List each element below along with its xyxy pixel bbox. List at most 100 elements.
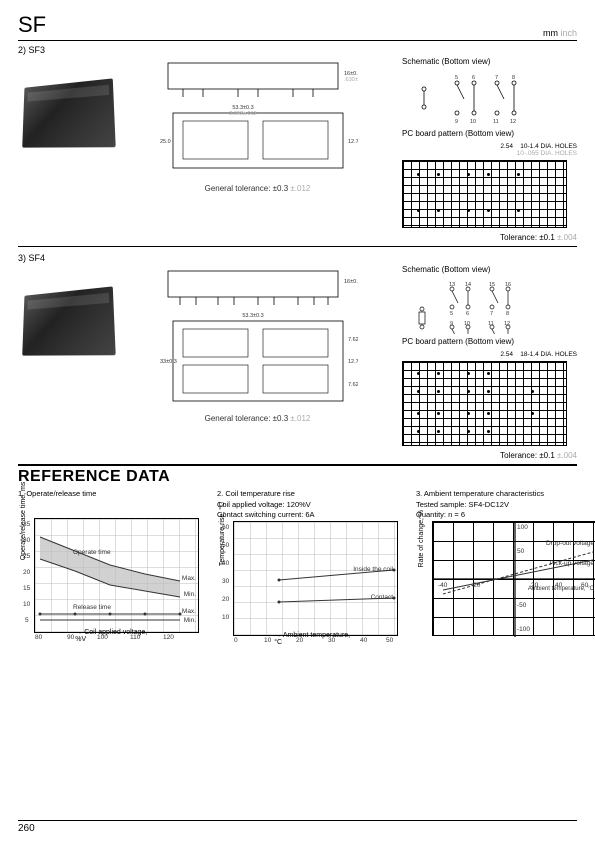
svg-text:7.62: 7.62 <box>348 382 358 388</box>
unit-inch: inch <box>560 28 577 38</box>
pcb-note-in: 10-.055 DIA. HOLES <box>517 150 577 157</box>
sf3-photo <box>22 78 115 147</box>
chart3-sub2: Quantity: n = 6 <box>416 510 595 519</box>
svg-text:11: 11 <box>488 321 494 327</box>
pcb-note-mm: 10-1.4 DIA. HOLES <box>520 143 577 150</box>
xtick: 80 <box>35 634 42 641</box>
svg-text:5: 5 <box>455 75 458 81</box>
xtick: 50 <box>386 637 393 644</box>
unit-label: mm inch <box>543 28 577 38</box>
sf3-schem-title: Schematic (Bottom view) <box>402 57 577 66</box>
chart1-col: 1. Operate/release time Operate time Rel… <box>18 489 199 636</box>
chart2-xlabel: → Ambient temperature, °C <box>274 632 357 646</box>
sf3-drawings: 16±0.3 .630±.012 5.08 12.7 5.08 12.7 53.… <box>123 57 392 193</box>
sf4-label: 3) SF4 <box>18 253 577 263</box>
annot: Min. <box>184 591 196 598</box>
chart3-xlabel-inline: Ambient temperature, °C <box>528 586 594 592</box>
pcb-dim: 2.54 <box>500 143 513 150</box>
sf4-schem-title: Schematic (Bottom view) <box>402 265 577 274</box>
tol-mm: Tolerance: ±0.1 <box>500 451 555 460</box>
ytick: 100 <box>517 524 528 531</box>
dim: 2.098±.012 <box>229 111 257 117</box>
annot: Min. <box>184 617 196 624</box>
svg-text:12: 12 <box>510 119 516 125</box>
chart2: Inside the coil Contact 60 50 40 30 20 1… <box>233 521 398 636</box>
chart1-title: 1. Operate/release time <box>18 489 199 498</box>
ytick: 20 <box>222 596 229 603</box>
sf3-pcb-title: PC board pattern (Bottom view) <box>402 129 577 138</box>
xtick: -40 <box>438 582 447 589</box>
xtick: -20 <box>471 582 480 589</box>
sf4-schematic: 13 14 15 16 5 6 7 8 9 10 11 12 17 18 19 … <box>402 279 562 334</box>
chart2-sub2: Contact switching current: 6A <box>217 510 398 519</box>
svg-text:5: 5 <box>450 311 453 317</box>
ytick: 20 <box>23 569 30 576</box>
sf3-pcb-grid <box>402 160 567 228</box>
sf3-right: Schematic (Bottom view) 5 6 7 8 9 10 11 … <box>402 57 577 242</box>
svg-text:9: 9 <box>455 119 458 125</box>
annot: Drop-out voltage <box>546 540 594 547</box>
chart2-title: 2. Coil temperature rise <box>217 489 398 498</box>
svg-text:7.62: 7.62 <box>348 337 358 343</box>
svg-text:8: 8 <box>506 311 509 317</box>
ytick: -100 <box>517 626 530 633</box>
sf4-pcb-grid <box>402 361 567 446</box>
chart3-col: 3. Ambient temperature characteristics T… <box>416 489 595 636</box>
ytick: -50 <box>517 602 526 609</box>
svg-text:7: 7 <box>490 311 493 317</box>
annot: Max. <box>182 575 196 582</box>
sf3-tol: Tolerance: ±0.1 ±.004 <box>402 233 577 242</box>
chart3: Drop-out voltage Pick-up voltage 100 50 … <box>432 521 595 636</box>
sf4-tol: Tolerance: ±0.1 ±.004 <box>402 451 577 460</box>
reference-heading: REFERENCE DATA <box>18 464 577 486</box>
svg-text:11: 11 <box>493 119 499 125</box>
page-header: SF mm inch <box>18 12 577 41</box>
sf3-bottom-view: 53.3±0.3 2.098±.012 25.0 12.7 <box>158 103 358 181</box>
sf3-schematic: 5 6 7 8 9 10 11 12 <box>402 71 562 126</box>
tol-mm: Tolerance: ±0.1 <box>500 233 555 242</box>
annot: Contact <box>371 594 393 601</box>
svg-text:8: 8 <box>512 75 515 81</box>
sf4-side-view: 16±0.3 <box>158 265 358 307</box>
sf3-row: 16±0.3 .630±.012 5.08 12.7 5.08 12.7 53.… <box>18 57 577 242</box>
annot: Max. <box>182 608 196 615</box>
xtick: 0 <box>234 637 238 644</box>
divider <box>18 246 577 247</box>
tol-in: ±.004 <box>557 451 577 460</box>
svg-text:12: 12 <box>504 321 510 327</box>
sf3-pcb-note: 2.54 10-1.4 DIA. HOLES 10-.055 DIA. HOLE… <box>402 143 577 157</box>
svg-text:14: 14 <box>465 282 471 288</box>
chart3-sub1: Tested sample: SF4-DC12V <box>416 500 595 509</box>
tol-in: ±.004 <box>557 233 577 242</box>
xtick: 40 <box>360 637 367 644</box>
ytick: 50 <box>517 548 524 555</box>
chart3-ylabel: Rate of change, % <box>418 509 425 567</box>
pcb-note-mm: 18-1.4 DIA. HOLES <box>520 351 577 358</box>
sf3-gen-tol: General tolerance: ±0.3 ±.012 <box>205 184 311 193</box>
sf4-right: Schematic (Bottom view) 13 14 15 16 5 6 … <box>402 265 577 460</box>
svg-text:15: 15 <box>489 282 495 288</box>
annot: Pick-up voltage <box>550 560 594 567</box>
svg-text:7: 7 <box>495 75 498 81</box>
svg-text:10: 10 <box>470 119 476 125</box>
svg-text:12.7: 12.7 <box>348 359 358 365</box>
xtick: 120 <box>163 634 174 641</box>
svg-text:13: 13 <box>449 282 455 288</box>
sf4-bottom-view: 53.3±0.3 33±0.3 7.62 12.7 7.62 <box>158 311 358 411</box>
sf4-drawings: 16±0.3 53.3±0.3 33±0.3 7.62 12.7 7.62 Ge… <box>123 265 392 423</box>
sf4-photo <box>22 286 115 355</box>
svg-text:16: 16 <box>505 282 511 288</box>
dim: 25.0 <box>160 139 171 145</box>
charts-row: 1. Operate/release time Operate time Rel… <box>18 489 577 636</box>
dim: .630±.012 <box>344 77 358 83</box>
xtick: 90 <box>67 634 74 641</box>
annot: Operate time <box>73 549 111 556</box>
unit-mm: mm <box>543 28 558 38</box>
xtick: 10 <box>264 637 271 644</box>
pcb-dim: 2.54 <box>500 351 513 358</box>
sf4-pcb-title: PC board pattern (Bottom view) <box>402 337 577 346</box>
sf3-side-view: 16±0.3 .630±.012 5.08 12.7 5.08 12.7 <box>158 57 358 99</box>
chart3-title: 3. Ambient temperature characteristics <box>416 489 595 498</box>
svg-text:6: 6 <box>466 311 469 317</box>
gen-tol-mm: General tolerance: ±0.3 <box>205 184 289 193</box>
